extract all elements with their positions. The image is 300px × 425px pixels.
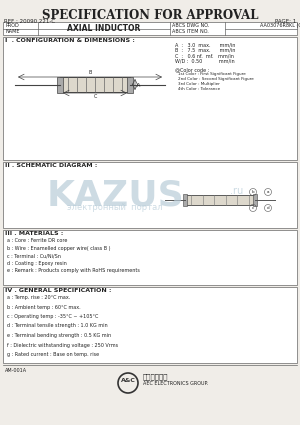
Bar — [60, 77, 130, 92]
Text: III . MATERIALS :: III . MATERIALS : — [5, 231, 63, 236]
Text: 3rd Color : Multiplier: 3rd Color : Multiplier — [178, 82, 220, 86]
Bar — [3, 287, 297, 363]
Bar — [3, 22, 297, 35]
Text: KAZUS: KAZUS — [46, 178, 184, 212]
Text: A: A — [137, 82, 140, 88]
Text: c: c — [252, 206, 254, 210]
Text: c : Terminal : Cu/Ni/Sn: c : Terminal : Cu/Ni/Sn — [7, 253, 61, 258]
Text: a : Core : Ferrite DR core: a : Core : Ferrite DR core — [7, 238, 68, 243]
Bar — [3, 230, 297, 285]
Bar — [57, 76, 63, 93]
Text: SPECIFICATION FOR APPROVAL: SPECIFICATION FOR APPROVAL — [42, 9, 258, 22]
Text: PAGE: 1: PAGE: 1 — [275, 19, 296, 24]
Text: AM-001A: AM-001A — [5, 368, 27, 373]
Text: 千和電子集團: 千和電子集團 — [143, 373, 169, 380]
Text: e : Remark : Products comply with RoHS requirements: e : Remark : Products comply with RoHS r… — [7, 268, 140, 273]
Text: c : Operating temp : -35°C ~ +105°C: c : Operating temp : -35°C ~ +105°C — [7, 314, 98, 319]
Text: PROD: PROD — [5, 23, 19, 28]
Text: ABCS DWG NO.: ABCS DWG NO. — [172, 23, 209, 28]
Text: b: b — [252, 190, 254, 194]
Text: d : Terminal tensile strength : 1.0 KG min: d : Terminal tensile strength : 1.0 KG m… — [7, 323, 108, 329]
Text: 2nd Color : Second Significant Figure: 2nd Color : Second Significant Figure — [178, 77, 254, 81]
Text: .ru: .ru — [230, 186, 243, 196]
Text: B: B — [88, 70, 92, 75]
Text: 1st Color : First Significant Figure: 1st Color : First Significant Figure — [178, 72, 246, 76]
Text: B  :   7.5  max.      mm/in: B : 7.5 max. mm/in — [175, 48, 236, 53]
Text: NAME: NAME — [5, 29, 20, 34]
Text: d: d — [267, 206, 269, 210]
Text: b : Wire : Enamelled copper wire( class B ): b : Wire : Enamelled copper wire( class … — [7, 246, 110, 250]
Bar — [3, 162, 297, 228]
Text: g : Rated current : Base on temp. rise: g : Rated current : Base on temp. rise — [7, 352, 99, 357]
Text: II . SCHEMATIC DIAGRAM :: II . SCHEMATIC DIAGRAM : — [5, 163, 98, 168]
Text: a : Temp. rise : 20°C max.: a : Temp. rise : 20°C max. — [7, 295, 70, 300]
Text: AA03076R8KL (G53): AA03076R8KL (G53) — [260, 23, 300, 28]
Bar — [127, 76, 133, 93]
Text: AXIAL INDUCTOR: AXIAL INDUCTOR — [67, 24, 141, 33]
Text: электронный  портал: электронный портал — [67, 202, 163, 212]
Text: d : Coating : Epoxy resin: d : Coating : Epoxy resin — [7, 261, 67, 266]
Text: W/D :  0.50           mm/in: W/D : 0.50 mm/in — [175, 59, 235, 63]
Text: C  :   0.6 nf.  mf.   mm/in: C : 0.6 nf. mf. mm/in — [175, 53, 234, 58]
Text: A&C: A&C — [121, 379, 135, 383]
Text: IV . GENERAL SPECIFICATION :: IV . GENERAL SPECIFICATION : — [5, 288, 112, 293]
Bar — [253, 194, 257, 206]
Text: ABCS ITEM NO.: ABCS ITEM NO. — [172, 29, 209, 34]
Bar — [183, 194, 187, 206]
Text: b : Ambient temp : 60°C max.: b : Ambient temp : 60°C max. — [7, 304, 81, 309]
Text: f : Dielectric withstanding voltage : 250 Vrms: f : Dielectric withstanding voltage : 25… — [7, 343, 118, 348]
Text: AEC ELECTRONICS GROUP.: AEC ELECTRONICS GROUP. — [143, 381, 208, 386]
Text: C: C — [93, 94, 97, 99]
Text: a: a — [267, 190, 269, 194]
Bar — [185, 195, 255, 205]
Text: e : Terminal bending strength : 0.5 KG min: e : Terminal bending strength : 0.5 KG m… — [7, 333, 111, 338]
Text: 4th Color : Tolerance: 4th Color : Tolerance — [178, 87, 220, 91]
Text: REF : 20090 221-C: REF : 20090 221-C — [4, 19, 55, 24]
Text: A  :   3.0  max.      mm/in: A : 3.0 max. mm/in — [175, 42, 236, 47]
Text: @Color code :: @Color code : — [175, 67, 209, 72]
Text: I  . CONFIGURATION & DIMENSIONS :: I . CONFIGURATION & DIMENSIONS : — [5, 38, 135, 43]
Bar — [3, 37, 297, 160]
